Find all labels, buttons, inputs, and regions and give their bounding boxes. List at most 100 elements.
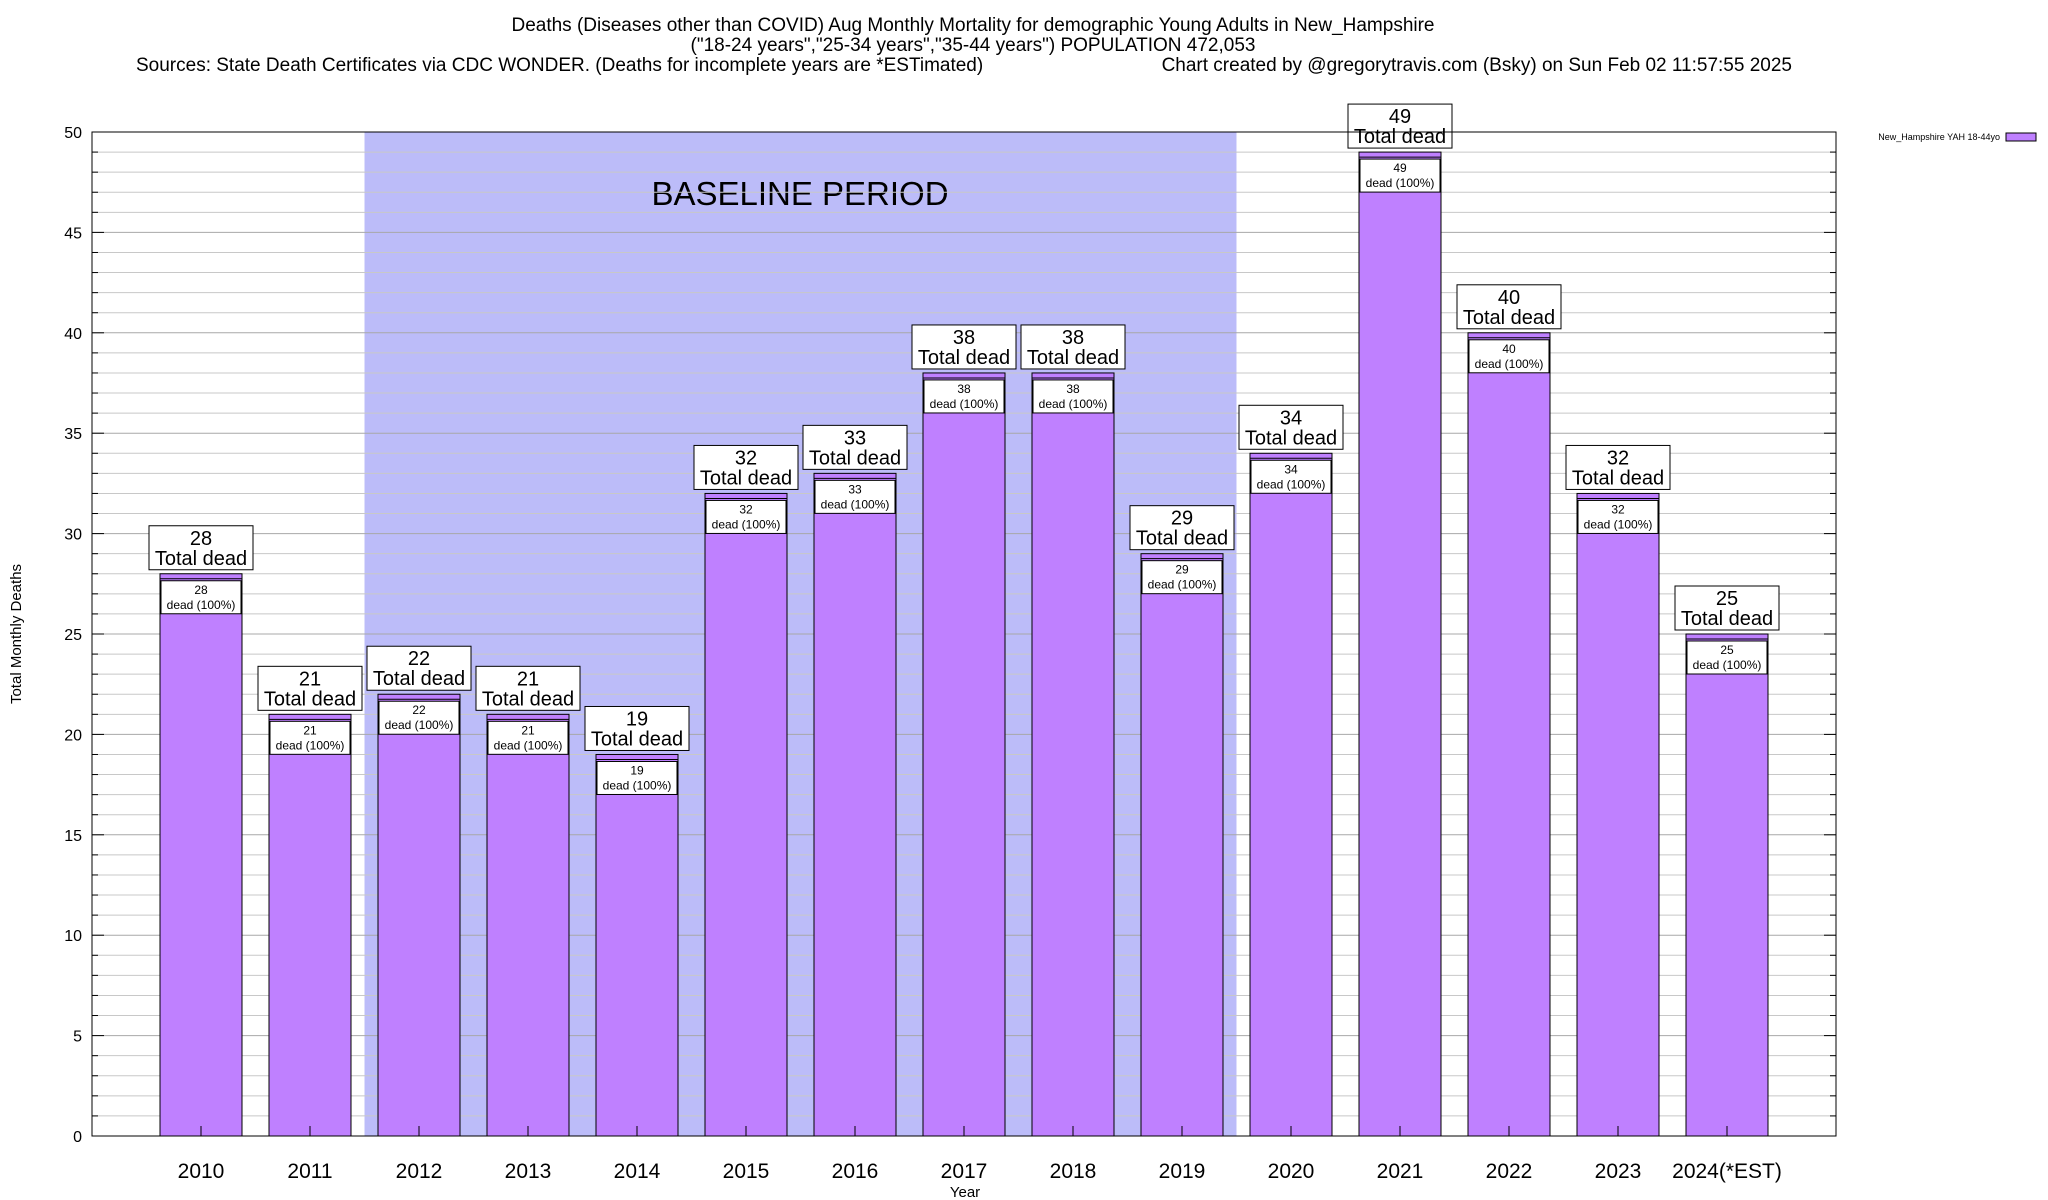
bar-total-text-label: Total dead [482, 688, 574, 710]
bar-inner-value-label: 34 [1284, 462, 1298, 476]
bar-2022 [1467, 332, 1551, 1137]
x-tick-label: 2013 [505, 1160, 552, 1183]
y-tick-label: 20 [64, 727, 82, 744]
x-tick-label: 2017 [941, 1160, 988, 1183]
bar-total-value-label: 40 [1498, 287, 1520, 309]
bar-inner-percent-label: dead (100%) [1693, 658, 1762, 672]
legend-entry-label: New_Hampshire YAH 18-44yo [1878, 132, 2000, 142]
bar-total-label-box [475, 665, 581, 711]
bar-inner-value-label: 19 [630, 763, 644, 777]
y-tick-label: 0 [73, 1129, 82, 1146]
x-tick-label: 2011 [287, 1160, 332, 1183]
bar-inner-value-label: 32 [1611, 502, 1625, 516]
bar-inner-percent-label: dead (100%) [1366, 176, 1435, 190]
bar-total-text-label: Total dead [591, 728, 683, 750]
bar-total-value-label: 21 [299, 668, 321, 690]
bar-total-value-label: 32 [1607, 447, 1629, 469]
x-tick-label: 2022 [1486, 1160, 1533, 1183]
bar-inner-percent-label: dead (100%) [1257, 477, 1326, 491]
x-tick-label: 2020 [1268, 1160, 1315, 1183]
bar-inner-percent-label: dead (100%) [1148, 578, 1217, 592]
bar-2016 [813, 472, 897, 1137]
bar-total-text-label: Total dead [1354, 126, 1446, 148]
bar-inner-label-box [1359, 158, 1441, 193]
bar-total-text-label: Total dead [1245, 427, 1337, 449]
bar-2017 [922, 372, 1006, 1137]
bar-inner-percent-label: dead (100%) [1475, 357, 1544, 371]
x-tick-label: 2023 [1595, 1160, 1642, 1183]
y-tick-label: 25 [64, 627, 82, 644]
bar-inner-label-box [1250, 459, 1332, 494]
bar-total-text-label: Total dead [918, 347, 1010, 369]
bar-inner-label-box [1141, 560, 1223, 595]
bar-inner-value-label: 22 [412, 703, 426, 717]
bar-inner-label-box [1468, 339, 1550, 374]
bar-inner-value-label: 25 [1720, 643, 1734, 657]
bar-2010 [159, 573, 243, 1137]
bar-inner-label-box [705, 499, 787, 534]
bar-inner-percent-label: dead (100%) [821, 497, 890, 511]
bar-inner-percent-label: dead (100%) [276, 738, 345, 752]
bar-inner-value-label: 29 [1175, 563, 1189, 577]
title-line-2: ("18-24 years","25-34 years","35-44 year… [691, 35, 1256, 56]
bar-2024(*EST) [1685, 633, 1769, 1137]
bar-total-label-box [1565, 444, 1671, 490]
bar-inner-value-label: 21 [521, 723, 535, 737]
bar-total-label-box [1020, 324, 1126, 370]
bar-total-value-label: 28 [190, 528, 212, 550]
bar-inner-percent-label: dead (100%) [494, 738, 563, 752]
bar-2014 [595, 753, 679, 1137]
bar-inner-label-box [487, 720, 569, 755]
x-tick-label: 2018 [1050, 1160, 1097, 1183]
y-tick-label: 50 [64, 125, 82, 142]
bar-total-value-label: 32 [735, 447, 757, 469]
bar-total-label-box [911, 324, 1017, 370]
bar-inner-label-box [1686, 640, 1768, 675]
bar-total-text-label: Total dead [264, 688, 356, 710]
bar-total-value-label: 25 [1716, 588, 1738, 610]
bar-total-label-box [1238, 404, 1344, 450]
bar-total-text-label: Total dead [1681, 608, 1773, 630]
axes: 0 5 10 15 20 25 30 35 40 45 50 2010 2011 2012 2013 2014… [8, 125, 1837, 1200]
bar-total-label-box [1129, 505, 1235, 551]
bar-2021 [1358, 151, 1442, 1137]
bar-inner-label-box [814, 479, 896, 514]
bar-total-label-box [1674, 585, 1780, 631]
bar-total-label-box [584, 705, 690, 751]
bar-total-label-box [802, 424, 908, 470]
bar-2012 [377, 693, 461, 1137]
y-tick-label: 30 [64, 527, 82, 544]
x-tick-label: 2019 [1159, 1160, 1206, 1183]
bar-2023 [1576, 492, 1660, 1137]
x-axis-label: Year [950, 1184, 980, 1200]
chart-title: Deaths (Diseases other than COVID) Aug M… [136, 15, 1792, 76]
bar-total-value-label: 49 [1389, 106, 1411, 128]
bar-inner-value-label: 33 [848, 482, 862, 496]
bar-inner-label-box [923, 379, 1005, 414]
bar-inner-value-label: 49 [1393, 161, 1407, 175]
bar-total-value-label: 19 [626, 708, 648, 730]
bar-total-label-box [257, 665, 363, 711]
x-tick-label: 2016 [832, 1160, 879, 1183]
bar-total-value-label: 38 [1062, 327, 1084, 349]
bar-2013 [486, 713, 570, 1137]
x-tick-label: 2012 [396, 1160, 443, 1183]
y-tick-label: 35 [64, 426, 82, 443]
bar-inner-label-box [269, 720, 351, 755]
bar-inner-value-label: 38 [957, 382, 971, 396]
bar-inner-value-label: 40 [1502, 342, 1516, 356]
baseline-period-label: BASELINE PERIOD [651, 175, 948, 212]
bar-inner-label-box [596, 760, 678, 795]
bar-inner-percent-label: dead (100%) [1584, 517, 1653, 531]
bar-total-value-label: 22 [408, 648, 430, 670]
bar-inner-value-label: 28 [194, 583, 208, 597]
bar-total-text-label: Total dead [1463, 307, 1555, 329]
bar-inner-percent-label: dead (100%) [1039, 397, 1108, 411]
bar-total-label-box [1347, 103, 1453, 149]
y-tick-label: 40 [64, 326, 82, 343]
bar-inner-value-label: 21 [303, 723, 317, 737]
bar-inner-percent-label: dead (100%) [712, 517, 781, 531]
bar-total-text-label: Total dead [1572, 467, 1664, 489]
title-line-1: Deaths (Diseases other than COVID) Aug M… [511, 15, 1434, 36]
bar-2011 [268, 713, 352, 1137]
